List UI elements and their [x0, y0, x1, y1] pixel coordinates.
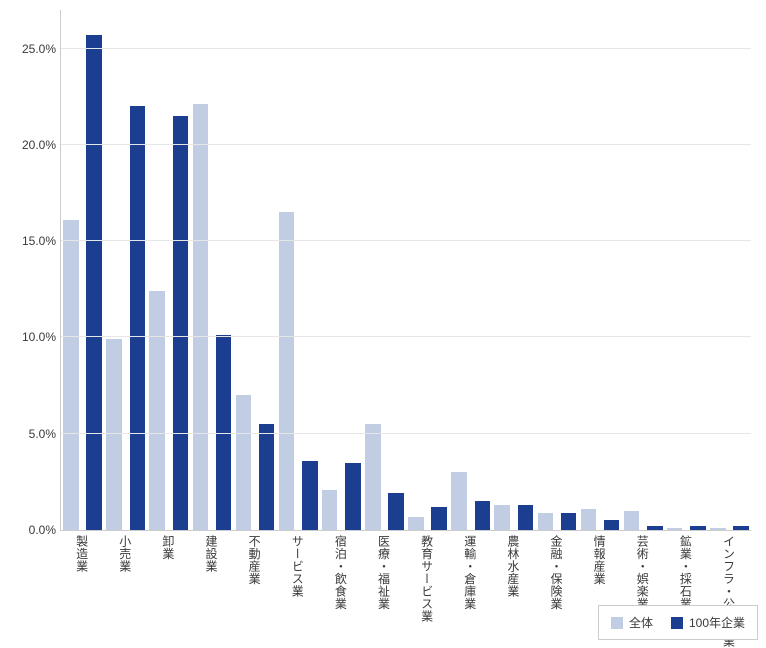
x-tick-label: 不動産業	[248, 535, 260, 585]
legend: 全体 100年企業	[598, 605, 758, 640]
gridline	[61, 336, 751, 337]
x-tick-label: 運輸・倉庫業	[464, 535, 476, 610]
legend-swatch	[671, 617, 683, 629]
bar-overall	[106, 339, 122, 530]
bar-century	[518, 505, 534, 530]
bar-overall	[451, 472, 467, 530]
bar-overall	[624, 511, 640, 530]
legend-label: 全体	[629, 614, 653, 631]
y-tick-label: 25.0%	[6, 42, 56, 56]
bar-century	[130, 106, 146, 530]
gridline	[61, 433, 751, 434]
bar-group	[320, 10, 363, 530]
bar-group	[535, 10, 578, 530]
bar-overall	[322, 490, 338, 530]
bar-century	[690, 526, 706, 530]
x-tick-label: 小売業	[119, 535, 131, 573]
y-tick-label: 10.0%	[6, 330, 56, 344]
x-tick-label: サービス業	[291, 535, 303, 598]
legend-swatch	[611, 617, 623, 629]
gridline	[61, 144, 751, 145]
bar-overall	[365, 424, 381, 530]
bar-century	[475, 501, 491, 530]
bar-group	[234, 10, 277, 530]
x-tick-label: 宿泊・飲食業	[334, 535, 346, 610]
industry-distribution-chart: 製造業 小売業 卸業 建設業 不動産業 サービス業 宿泊・飲食業 医療・福祉業 教育サービス業 運…	[0, 0, 766, 648]
bar-group	[363, 10, 406, 530]
bar-group	[622, 10, 665, 530]
bar-century	[561, 513, 577, 530]
bar-overall	[667, 528, 683, 530]
x-tick-label: 金融・保険業	[550, 535, 562, 610]
gridline	[61, 48, 751, 49]
bar-overall	[494, 505, 510, 530]
x-tick-label: 情報産業	[593, 535, 605, 585]
bar-overall	[63, 220, 79, 530]
bar-century	[302, 461, 318, 530]
bar-group	[708, 10, 751, 530]
x-tick-label: 鉱業・採石業	[679, 535, 691, 610]
x-tick-label: 医療・福祉業	[377, 535, 389, 610]
bar-century	[431, 507, 447, 530]
y-tick-label: 20.0%	[6, 138, 56, 152]
bar-overall	[279, 212, 295, 530]
bar-group	[190, 10, 233, 530]
x-tick-label: 建設業	[205, 535, 217, 573]
bar-century	[647, 526, 663, 530]
y-tick-label: 5.0%	[6, 427, 56, 441]
legend-item-century: 100年企業	[671, 614, 745, 631]
bar-overall	[149, 291, 165, 530]
y-tick-label: 15.0%	[6, 234, 56, 248]
bar-group	[579, 10, 622, 530]
bar-group	[449, 10, 492, 530]
x-tick-label: 卸業	[162, 535, 174, 560]
gridline	[61, 240, 751, 241]
bar-century	[388, 493, 404, 530]
bar-century	[604, 520, 620, 530]
bar-overall	[408, 517, 424, 530]
bar-group	[104, 10, 147, 530]
bar-century	[173, 116, 189, 530]
plot-area	[60, 10, 751, 531]
bar-overall	[710, 528, 726, 530]
legend-item-overall: 全体	[611, 614, 653, 631]
bar-century	[733, 526, 749, 530]
bar-overall	[236, 395, 252, 530]
y-tick-label: 0.0%	[6, 523, 56, 537]
bar-group	[277, 10, 320, 530]
bar-century	[345, 463, 361, 530]
bar-group	[61, 10, 104, 530]
x-tick-label: 教育サービス業	[421, 535, 433, 623]
bar-group	[492, 10, 535, 530]
bar-overall	[538, 513, 554, 530]
bar-century	[259, 424, 275, 530]
x-tick-label: 芸術・娯楽業	[636, 535, 648, 610]
x-tick-label: 製造業	[76, 535, 88, 573]
bar-century	[86, 35, 102, 530]
x-tick-label: 農林水産業	[507, 535, 519, 598]
bars-layer	[61, 10, 751, 530]
bar-group	[406, 10, 449, 530]
bar-overall	[581, 509, 597, 530]
bar-group	[147, 10, 190, 530]
bar-group	[665, 10, 708, 530]
legend-label: 100年企業	[689, 614, 745, 631]
bar-overall	[193, 104, 209, 530]
